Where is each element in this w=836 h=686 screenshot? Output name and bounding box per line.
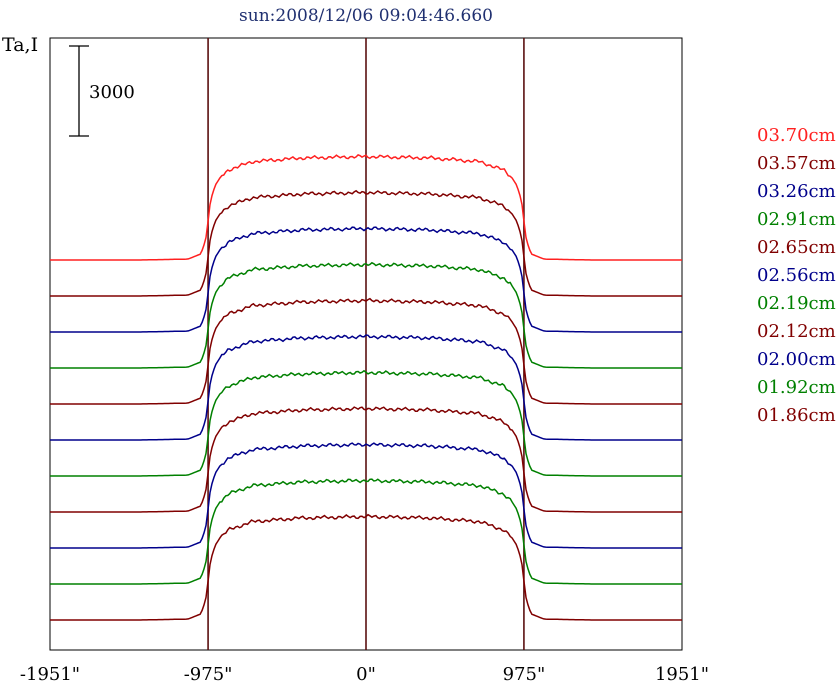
series-line-02-00cm: [50, 442, 682, 549]
chart-title: sun:2008/12/06 09:04:46.660: [239, 6, 493, 26]
legend-entry-01-92cm: 01.92cm: [757, 377, 836, 398]
series-line-02-12cm: [50, 406, 682, 513]
legend-entry-01-86cm: 01.86cm: [757, 405, 836, 426]
y-axis-label: Ta,I: [2, 34, 38, 56]
legend-entry-02-65cm: 02.65cm: [757, 237, 836, 258]
x-tick-label-4: 1951": [655, 664, 709, 685]
legend: 03.70cm 03.57cm 03.26cm 02.91cm 02.65cm 02.56…: [757, 125, 836, 426]
legend-entry-02-12cm: 02.12cm: [757, 321, 836, 342]
series-line-02-19cm: [50, 369, 682, 477]
series-lines: [50, 154, 682, 621]
series-line-03-57cm: [50, 189, 682, 297]
scale-bar: 3000: [69, 45, 135, 137]
x-tick-label-1: -975": [184, 664, 233, 685]
series-line-01-92cm: [50, 478, 682, 585]
legend-entry-02-19cm: 02.19cm: [757, 293, 836, 314]
series-line-02-56cm: [50, 334, 682, 441]
x-tick-label-3: 975": [503, 664, 546, 685]
legend-entry-02-56cm: 02.56cm: [757, 265, 836, 286]
x-tick-labels: -1951" -975" 0" 975" 1951": [20, 664, 709, 685]
series-line-02-91cm: [50, 261, 682, 369]
x-tick-label-0: -1951": [20, 664, 80, 685]
series-line-01-86cm: [50, 513, 682, 621]
series-line-03-26cm: [50, 226, 682, 333]
scale-bar-label: 3000: [89, 82, 135, 103]
legend-entry-03-57cm: 03.57cm: [757, 153, 836, 174]
series-line-02-65cm: [50, 297, 682, 405]
series-line-03-70cm: [50, 154, 682, 261]
legend-entry-03-70cm: 03.70cm: [757, 125, 836, 146]
legend-entry-02-91cm: 02.91cm: [757, 209, 836, 230]
reference-lines: [207, 38, 525, 650]
x-tick-label-2: 0": [356, 664, 376, 685]
legend-entry-02-00cm: 02.00cm: [757, 349, 836, 370]
legend-entry-03-26cm: 03.26cm: [757, 181, 836, 202]
